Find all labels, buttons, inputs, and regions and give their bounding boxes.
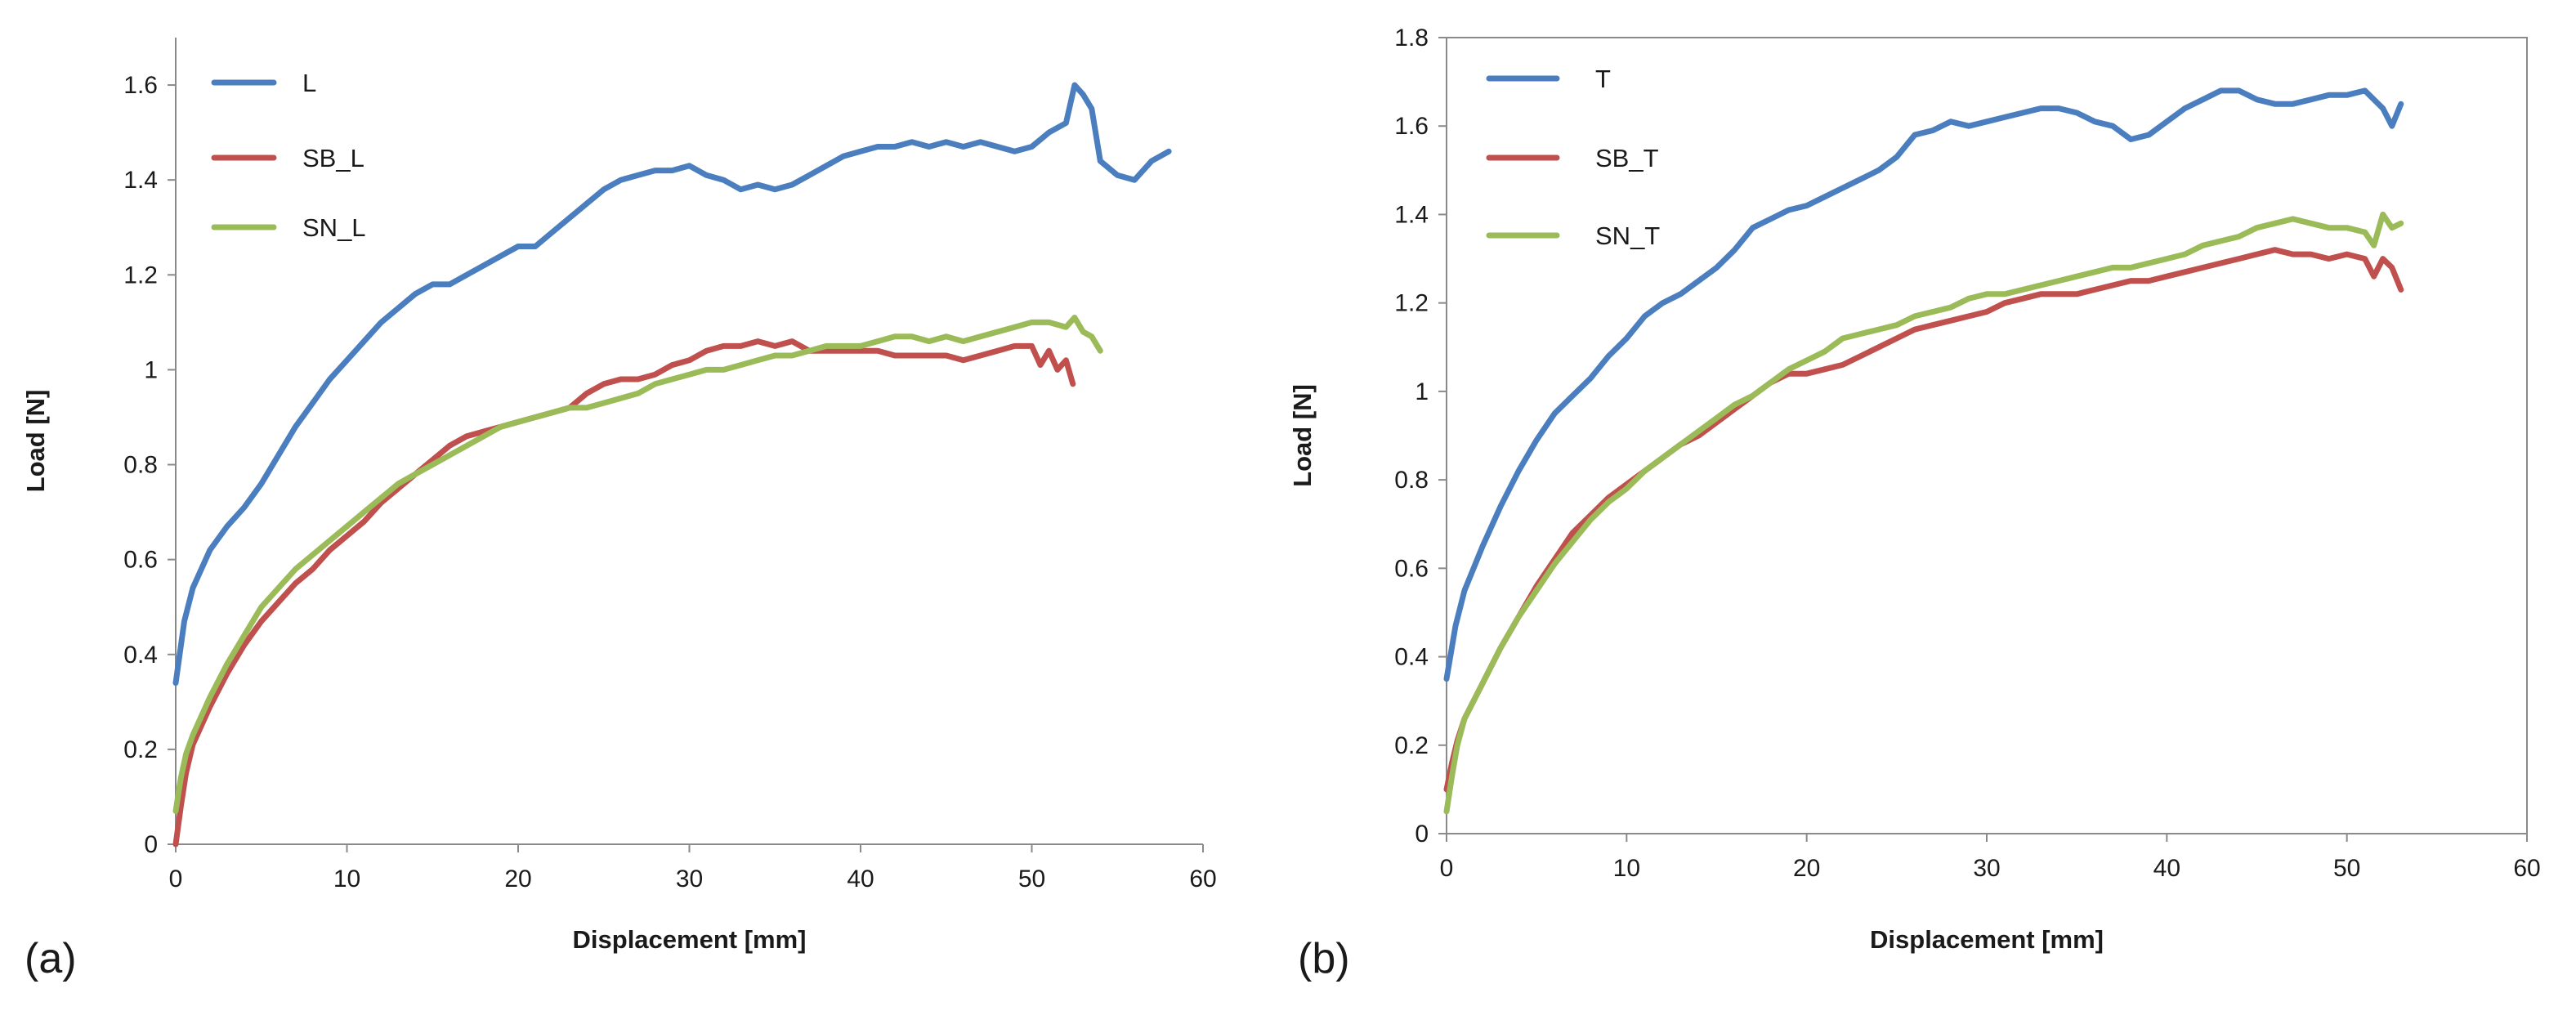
x-tick-label: 60 [2513,855,2540,882]
y-tick-label: 1.6 [1394,113,1429,140]
legend-label: SB_T [1595,144,1659,172]
x-tick-label: 10 [1613,855,1640,882]
series-line-sb-l [172,338,1076,848]
x-tick-label: 40 [2153,855,2180,882]
y-tick-label: 0.4 [1394,644,1429,671]
x-tick-label: 60 [1189,866,1216,892]
y-axis-label: Load [N] [1288,384,1317,487]
series-line-l [172,82,1172,687]
chart-a: 0 0.2 0.4 0.6 0.8 1 1.2 1.4 1.6 0 10 20 30 40 50 60 Disp… [21,38,1217,982]
y-tick-label: 0.6 [1394,555,1429,582]
y-tick-label: 0.2 [123,736,158,763]
legend-label: SN_L [302,213,366,242]
y-tick-label: 0 [1415,821,1429,848]
series-line-sb-t [1443,247,2404,793]
y-tick-label: 0.6 [123,547,158,574]
panel-label: (a) [25,935,77,982]
x-tick-label: 20 [1793,855,1820,882]
chart-b: 0 0.2 0.4 0.6 0.8 1 1.2 1.4 1.6 1.8 0 10 20 30 40 50 60 D… [1288,25,2541,982]
legend-label: SN_T [1595,221,1660,250]
x-tick-label: 50 [2333,855,2360,882]
y-tick-label: 1.2 [123,262,158,289]
y-tick-label: 0.2 [1394,732,1429,759]
y-tick-label: 0.4 [123,642,158,669]
x-tick-label: 0 [169,866,183,892]
x-tick-label: 0 [1440,855,1454,882]
x-tick-label: 50 [1018,866,1045,892]
x-tick-label: 10 [333,866,360,892]
x-axis-label: Displacement [mm] [1870,925,2104,954]
series-line-sn-t [1443,211,2404,815]
y-tick-label: 1.6 [123,72,158,99]
legend-label: SB_L [302,144,364,172]
legend-label: L [302,69,316,97]
panel-label: (b) [1298,935,1350,982]
y-tick-label: 1.4 [123,167,158,194]
x-tick-label: 20 [504,866,531,892]
series-line-sn-l [172,315,1103,814]
y-tick-label: 0.8 [123,452,158,479]
x-axis-label: Displacement [mm] [573,925,807,954]
y-axis-label: Load [N] [21,390,50,493]
x-tick-label: 40 [847,866,874,892]
y-tick-label: 1.2 [1394,290,1429,317]
y-tick-label: 1 [1415,378,1429,405]
y-tick-label: 0.8 [1394,467,1429,494]
x-tick-label: 30 [1973,855,2000,882]
y-tick-label: 0 [144,831,158,858]
series-line-t [1443,87,2404,682]
x-tick-label: 30 [676,866,703,892]
y-tick-label: 1.8 [1394,25,1429,51]
legend-label: T [1595,65,1611,93]
y-tick-label: 1.4 [1394,201,1429,228]
y-tick-label: 1 [144,356,158,383]
